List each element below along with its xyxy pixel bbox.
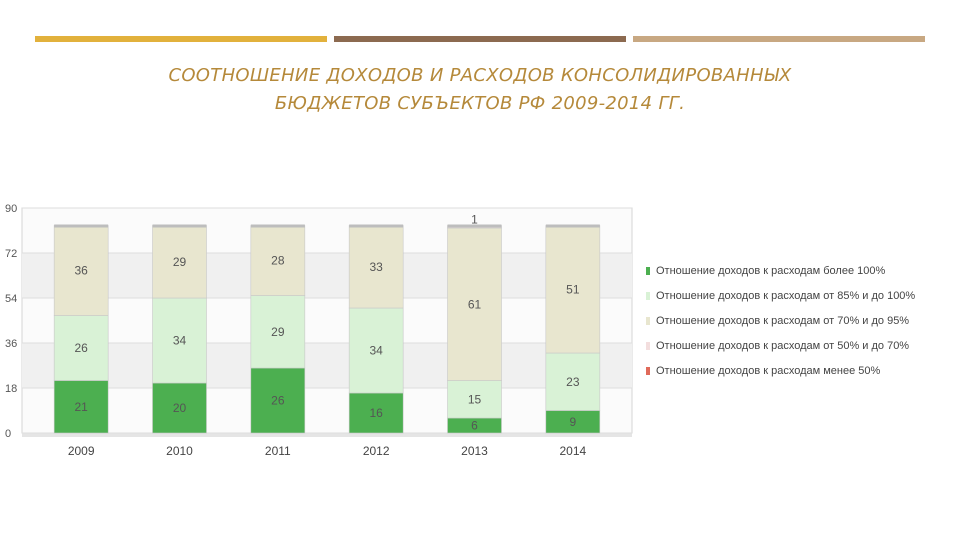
bar-cap [152,224,207,228]
y-tick-label: 18 [5,383,17,395]
bar-value-label: 61 [468,297,482,311]
legend-swatch [646,367,650,375]
grid-band [22,343,632,388]
bar-segment [447,227,502,381]
bar-value-label: 9 [569,415,576,429]
x-category-label: 2013 [461,444,488,458]
y-tick-label: 36 [5,338,17,350]
page-title: СООТНОШЕНИЕ ДОХОДОВ И РАСХОДОВ КОНСОЛИДИ… [60,62,900,118]
bar-segment [545,225,601,354]
legend-label: Отношение доходов к расходам от 85% и до… [656,290,915,302]
bar-segment [152,297,207,384]
y-tick-label: 0 [5,428,11,440]
bar-segment [348,225,404,309]
bar-segment [53,315,109,381]
plot-area [21,207,633,434]
bar-cap [447,224,502,228]
legend-swatch [646,267,650,275]
bar-value-label: 26 [271,394,285,408]
bar-value-label: 21 [74,400,88,414]
bar-value-label: 36 [74,264,88,278]
bar-value-label: 6 [471,419,478,433]
bar-value-label: 16 [369,406,383,420]
x-category-label: 2012 [363,444,390,458]
stacked-bar-chart: 21 26 36 20 34 29 26 29 28 16 34 33 6 15 61 1 9 23 51 0 18 3… [5,203,915,458]
bar-value-label: 15 [468,392,482,406]
y-tick-label: 90 [5,203,17,215]
bar-value-label: 51 [566,282,580,296]
x-category-label: 2009 [68,444,95,458]
bar-segment [53,380,109,434]
legend-swatch [646,292,650,300]
bar-cap [54,224,109,228]
header-stripe-2 [334,36,626,42]
title-line-1: СООТНОШЕНИЕ ДОХОДОВ И РАСХОДОВ КОНСОЛИДИ… [168,65,792,86]
legend-swatch [646,342,650,350]
bar-value-label: 23 [566,375,580,389]
legend-label: Отношение доходов к расходам от 70% и до… [656,315,909,327]
bar-segment [250,367,306,434]
plot-baseline [22,433,632,437]
y-tick-label: 72 [5,248,17,260]
bar-segment [53,225,109,316]
bar-segment [545,352,601,411]
bar-value-label: 28 [271,254,285,268]
bar-value-label: 33 [369,260,383,274]
x-category-label: 2010 [166,444,193,458]
bar-value-label: 34 [369,344,383,358]
bar-cap [349,224,404,228]
bar-value-label: 34 [173,334,187,348]
bar-value-label: 29 [173,255,187,269]
bar-segment [250,225,306,296]
header-stripe-1 [35,36,327,42]
bar-cap [250,224,305,228]
legend-label: Отношение доходов к расходам менее 50% [656,365,881,377]
bar-segment [348,307,404,394]
bar-cap [545,224,600,228]
bar-value-label: 29 [271,325,285,339]
grid-band [22,253,632,298]
header-stripe-3 [633,36,925,42]
legend-label: Отношение доходов к расходам от 50% и до… [656,340,909,352]
legend-label: Отношение доходов к расходам более 100% [656,265,885,277]
legend-swatch [646,317,650,325]
x-category-label: 2014 [559,444,586,458]
bar-segment [447,380,502,419]
y-tick-label: 54 [5,293,17,305]
x-category-label: 2011 [265,444,291,458]
bar-value-label: 26 [74,341,88,355]
bar-value-label: 20 [173,401,187,415]
bar-segment [152,225,207,299]
title-line-2: БЮДЖЕТОВ СУБЪЕКТОВ РФ 2009-2014 ГГ. [274,93,686,114]
bar-segment [348,392,404,434]
bar-segment [250,295,306,369]
bar-value-label: 1 [471,213,478,227]
